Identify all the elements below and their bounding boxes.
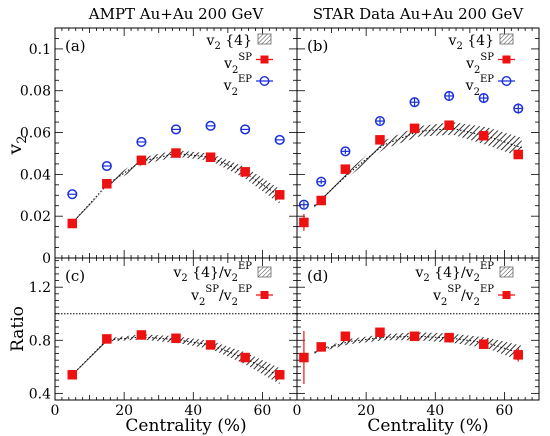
legend-label-ratio-4: v2 {4}/v2EP — [414, 261, 494, 284]
panel-frame-d — [296, 257, 540, 401]
y-axis-label: v2 — [4, 135, 30, 155]
sp-point — [478, 339, 489, 350]
legend-swatch-band — [499, 33, 514, 45]
sp-point — [375, 327, 385, 338]
legend-swatch-band — [257, 266, 272, 278]
sp-point — [444, 120, 454, 130]
x-tick-label: 40 — [426, 403, 444, 419]
x-tick-label: 60 — [496, 403, 514, 419]
y-tick-label: 0.06 — [20, 126, 51, 142]
x-tick-label: 40 — [184, 403, 202, 419]
sp-point — [340, 331, 351, 342]
panel-label-d: (d) — [307, 267, 328, 285]
sp-point — [299, 352, 309, 363]
panel-label-a: (a) — [65, 37, 86, 55]
legend-label-v2-4: v2 {4} — [206, 33, 252, 52]
sp-point — [513, 149, 524, 160]
panel-title-b: STAR Data Au+Au 200 GeV — [313, 5, 525, 23]
sp-point — [316, 195, 326, 206]
sp-point — [409, 123, 420, 134]
y-tick-label: 0.08 — [20, 84, 51, 100]
sp-point — [274, 370, 285, 380]
legend-label-v2-4: v2 {4} — [448, 33, 494, 52]
legend-label-v2ep: v2EP — [465, 74, 495, 98]
x-axis-label-d: Centrality (%) — [367, 416, 488, 436]
y-tick-label: 0.04 — [20, 167, 51, 183]
legend-label-ratio-4: v2 {4}/v2EP — [172, 261, 252, 284]
sp-point — [513, 350, 524, 360]
x-tick-label: 0 — [51, 403, 60, 419]
y-tick-label: 0.4 — [29, 386, 51, 402]
legend-label-ratio-sp: v2SP/v2EP — [190, 284, 252, 308]
y-axis-label: Ratio — [8, 306, 28, 352]
legend-swatch-band — [257, 33, 272, 45]
sp-point — [171, 148, 181, 158]
panel-label-c: (c) — [65, 267, 85, 285]
sp-point — [136, 155, 147, 166]
panel-frames — [54, 27, 540, 401]
sp-point — [171, 333, 181, 344]
x-tick-label: 60 — [254, 403, 272, 419]
sp-point — [409, 331, 420, 342]
y-tick-label: 0.8 — [29, 333, 51, 349]
y-tick-label: 1.2 — [29, 280, 51, 296]
sp-point — [444, 332, 454, 343]
sp-point — [240, 167, 250, 177]
sp-point — [274, 190, 285, 200]
panel-title-a: AMPT Au+Au 200 GeV — [88, 5, 265, 23]
v2-4-band — [72, 334, 280, 385]
panel-label-b: (b) — [307, 37, 328, 55]
sp-point — [67, 370, 78, 380]
legend-swatch-band — [499, 266, 514, 278]
sp-point — [240, 352, 250, 363]
legend-label-v2sp: v2SP — [465, 52, 494, 76]
sp-point — [136, 330, 147, 340]
sp-point — [340, 164, 351, 174]
sp-point — [478, 130, 489, 141]
sp-point — [375, 135, 385, 145]
x-tick-label: 0 — [293, 403, 302, 419]
text-layer: 00.020.040.060.080.1 (a) v2 {4}v2SPv2EPAMP… — [4, 5, 524, 436]
data-layer — [55, 90, 539, 385]
y-tick-label: 0.1 — [29, 42, 51, 58]
x-tick-label: 20 — [357, 403, 375, 419]
v2-4-band — [314, 122, 522, 208]
sp-point — [205, 340, 216, 350]
legend-label-ratio-sp: v2SP/v2EP — [432, 284, 494, 308]
v2-4-band — [72, 150, 280, 224]
x-tick-label: 20 — [115, 403, 133, 419]
legend-label-v2sp: v2SP — [223, 52, 252, 76]
y-tick-label: 0.02 — [20, 209, 51, 225]
sp-point — [316, 342, 326, 352]
sp-point — [67, 218, 78, 229]
sp-point — [102, 179, 112, 189]
y-tick-label: 0 — [42, 251, 51, 267]
sp-point — [299, 217, 309, 228]
x-axis-label-c: Centrality (%) — [125, 416, 246, 436]
sp-point — [102, 334, 112, 344]
sp-point — [205, 152, 216, 162]
legend-label-v2ep: v2EP — [223, 74, 253, 98]
